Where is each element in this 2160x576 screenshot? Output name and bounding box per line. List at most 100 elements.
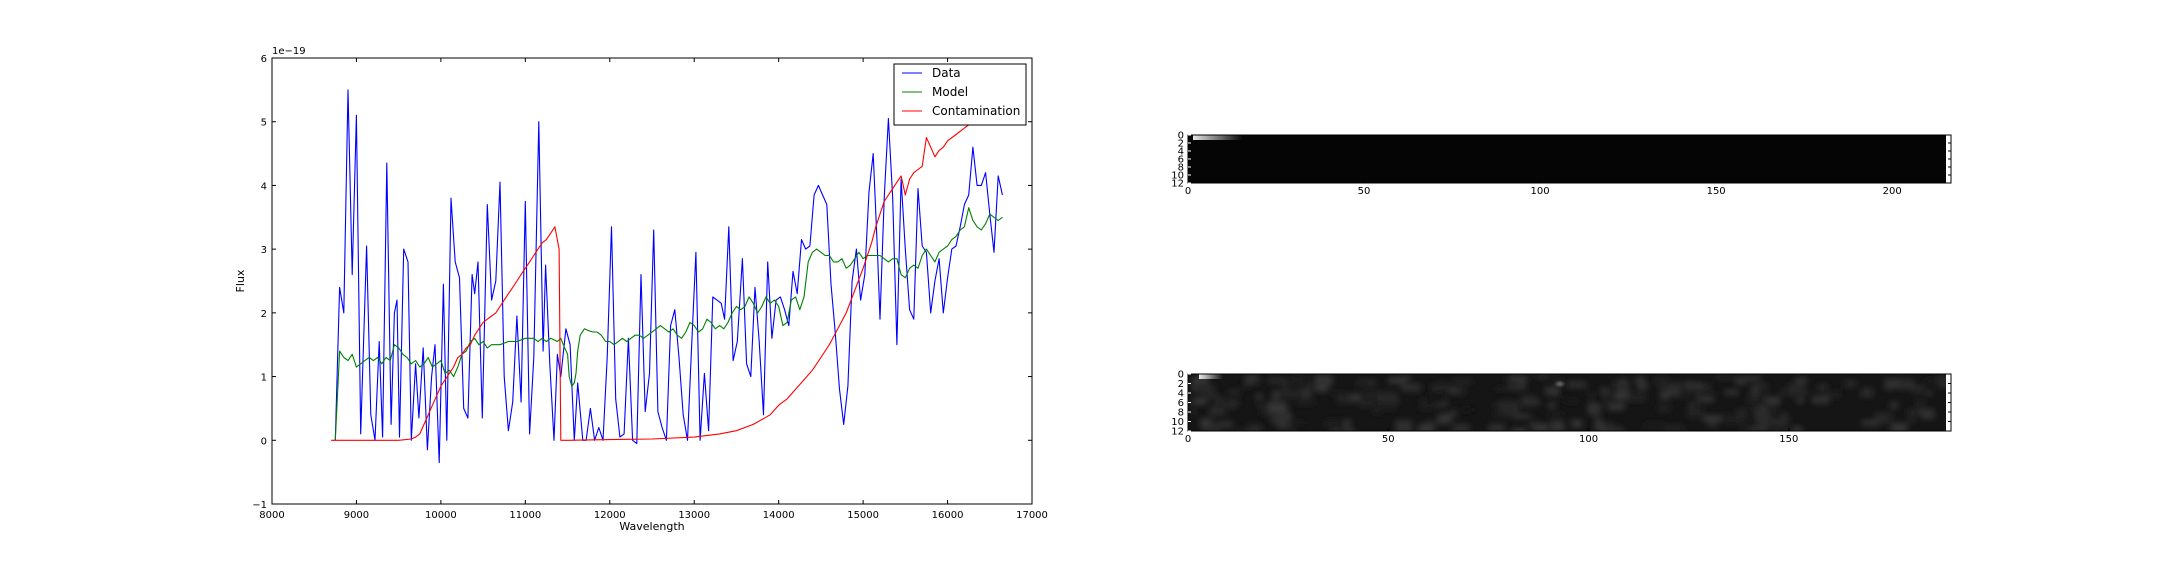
y-tick-label: 2	[261, 309, 267, 320]
noise-blob	[1698, 390, 1717, 398]
y-tick-label: 2	[1178, 139, 1184, 150]
noise-blob	[1362, 390, 1380, 396]
noise-blob	[1315, 384, 1329, 392]
noise-blob	[1395, 430, 1409, 431]
y-tick-label: 12	[1171, 427, 1184, 438]
plot-frame	[271, 57, 1033, 505]
noise-blob	[1306, 382, 1317, 392]
noise-blob	[1245, 429, 1259, 431]
x-tick-label: 0	[1185, 434, 1191, 445]
noise-blob	[1227, 400, 1237, 409]
y-tick-label: 10	[1171, 171, 1184, 182]
x-tick-label: 16000	[932, 510, 964, 521]
y-tick-label: 8	[1178, 408, 1184, 419]
noise-blob	[1388, 377, 1406, 384]
noise-blob	[1200, 418, 1212, 429]
noise-blob	[1372, 403, 1382, 415]
x-tick-label: 11000	[509, 510, 541, 521]
noise-blob	[1890, 423, 1908, 431]
noise-blob	[1770, 411, 1783, 420]
noise-blob	[1314, 374, 1333, 387]
noise-blob	[1547, 403, 1555, 409]
noise-blob	[1588, 391, 1595, 404]
noise-blob	[1613, 390, 1631, 401]
noise-blob	[1399, 375, 1411, 381]
x-tick-label: 0	[1185, 186, 1191, 197]
noise-blob	[1549, 411, 1563, 417]
noise-blob	[1210, 406, 1227, 416]
noise-blob	[1588, 403, 1597, 415]
noise-blob	[1789, 389, 1809, 396]
bright-trace	[1193, 135, 1243, 140]
noise-blob	[1498, 400, 1518, 411]
noise-blob	[1757, 393, 1765, 400]
x-tick-label: 9000	[344, 510, 369, 521]
noise-blob	[1564, 399, 1579, 404]
noise-blob	[1345, 429, 1357, 431]
faint-spot	[1554, 380, 1566, 388]
noise-blob	[1359, 398, 1378, 408]
noise-blob	[1395, 419, 1413, 429]
y-axis-label: Flux	[234, 269, 247, 292]
noise-blob	[1667, 382, 1687, 391]
x-tick-label: 13000	[678, 510, 710, 521]
noise-blob	[1703, 415, 1723, 422]
noise-blob	[1551, 395, 1566, 401]
noise-blob	[1494, 411, 1513, 418]
noise-blob	[1812, 395, 1830, 404]
noise-blob	[1460, 407, 1473, 413]
noise-blob	[1751, 386, 1760, 396]
noise-blob	[1594, 412, 1602, 423]
noise-blob	[1295, 395, 1315, 406]
noise-blob	[1567, 381, 1586, 388]
noise-blob	[1332, 391, 1339, 398]
x-axis: 8000 9000 10000 11000 12000 13000 14000 15000 16…	[259, 58, 1048, 521]
noise-blob	[1227, 424, 1236, 430]
legend-label-contamination: Contamination	[932, 104, 1020, 118]
noise-blob	[1645, 421, 1665, 430]
noise-blob	[1213, 421, 1234, 427]
noise-blob	[1724, 389, 1739, 395]
noise-blob	[1270, 418, 1288, 424]
noise-blob	[1214, 396, 1224, 406]
noise-blob	[1795, 377, 1808, 384]
y-tick-label: 6	[1178, 155, 1184, 166]
legend-box	[893, 63, 1027, 126]
noise-blob	[1357, 379, 1376, 386]
y-tick-label: 8	[1178, 163, 1184, 174]
noise-blob	[1874, 413, 1893, 421]
x-axis-label: Wavelength	[619, 520, 684, 533]
noise-blob	[1418, 424, 1434, 431]
noise-blob	[1302, 390, 1312, 395]
noise-blob	[1925, 390, 1933, 396]
spectrum-chart: 8000 9000 10000 11000 12000 13000 14000 15000 16…	[234, 46, 1048, 533]
noise-blob	[1544, 387, 1560, 395]
noise-blob	[1627, 393, 1646, 402]
noise-blob	[1203, 422, 1222, 431]
noise-blob	[1550, 397, 1557, 408]
noise-blob	[1450, 429, 1469, 431]
noise-blob	[1356, 382, 1370, 387]
noise-blob	[1256, 403, 1266, 408]
x-tick-label: 8000	[259, 510, 284, 521]
noise-blob	[1680, 386, 1701, 395]
bright-trace	[1199, 374, 1223, 379]
noise-blob	[1330, 428, 1341, 431]
noise-blob	[1449, 388, 1459, 393]
noise-blob	[1277, 389, 1298, 399]
noise-blob	[1550, 420, 1565, 431]
noise-blob	[1740, 422, 1747, 431]
noise-blob	[1396, 427, 1412, 431]
noise-blob	[1665, 387, 1682, 397]
noise-blob	[1325, 418, 1345, 429]
y-tick-label: 1	[261, 373, 267, 384]
noise-blob	[1601, 430, 1617, 431]
y-tick-label: 6	[261, 54, 267, 65]
legend: Data Model Contamination	[893, 63, 1027, 126]
noise-blob	[1912, 384, 1925, 394]
noise-blob	[1419, 398, 1435, 411]
